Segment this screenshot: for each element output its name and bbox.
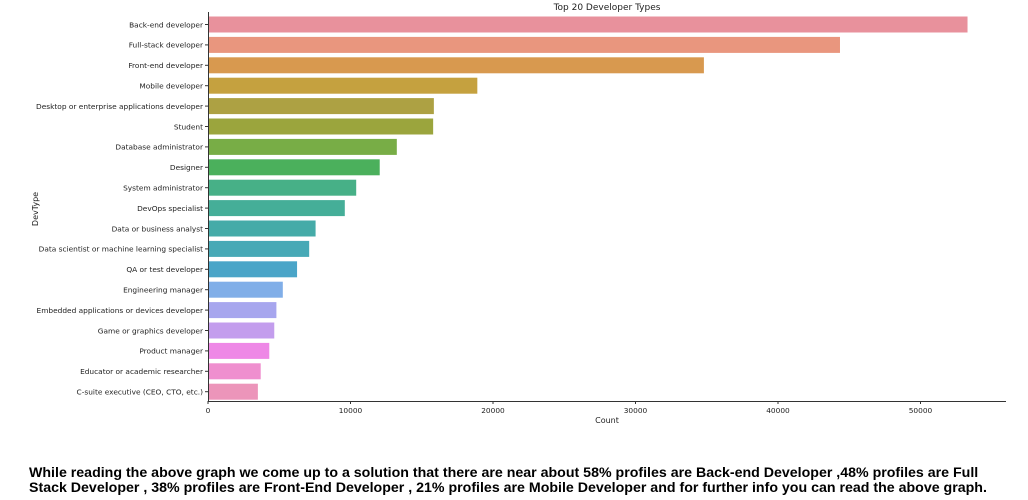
bar xyxy=(208,138,397,155)
bar xyxy=(208,77,478,94)
bar xyxy=(208,220,316,237)
y-tick-label: Student xyxy=(174,122,203,131)
y-tick-label: Engineering manager xyxy=(123,286,204,295)
bar xyxy=(208,363,261,380)
bar xyxy=(208,261,298,278)
bar xyxy=(208,159,380,176)
y-tick-label: DevOps specialist xyxy=(137,204,203,213)
bar xyxy=(208,179,357,196)
y-tick-label: Mobile developer xyxy=(139,82,204,91)
bar xyxy=(208,118,434,135)
bars xyxy=(208,16,968,400)
x-tick-label: 20000 xyxy=(481,406,505,415)
y-tick-label: C-suite executive (CEO, CTO, etc.) xyxy=(77,388,204,397)
y-axis-label: DevType xyxy=(31,192,40,226)
bar xyxy=(208,302,277,319)
chart-title: Top 20 Developer Types xyxy=(553,3,661,13)
bar xyxy=(208,281,283,298)
x-tick-label: 30000 xyxy=(624,406,648,415)
x-ticks: 0 10000 20000 30000 40000 50000 xyxy=(206,401,933,415)
y-tick-label: Full-stack developer xyxy=(129,41,204,50)
y-tick-label: Game or graphics developer xyxy=(98,326,204,335)
x-axis-label: Count xyxy=(595,416,619,425)
x-tick-label: 40000 xyxy=(766,406,790,415)
bar xyxy=(208,322,275,339)
y-tick-label: Data or business analyst xyxy=(112,224,203,233)
bar xyxy=(208,36,840,53)
y-tick-label: Educator or academic researcher xyxy=(80,367,204,376)
bar xyxy=(208,98,434,115)
x-tick-label: 50000 xyxy=(909,406,933,415)
y-tick-label: QA or test developer xyxy=(126,265,204,274)
y-tick-label: Embedded applications or devices develop… xyxy=(37,306,204,315)
summary-caption: While reading the above graph we come up… xyxy=(29,465,987,496)
bar-chart: Top 20 Developer Types Back-end develope… xyxy=(31,3,1006,425)
y-tick-label: Product manager xyxy=(139,347,204,356)
y-tick-label: Designer xyxy=(170,163,204,172)
bar xyxy=(208,383,258,400)
y-tick-label: Data scientist or machine learning speci… xyxy=(39,245,203,254)
y-tick-label: Desktop or enterprise applications devel… xyxy=(36,102,204,111)
bar xyxy=(208,16,968,33)
bar xyxy=(208,200,345,217)
axis-frame xyxy=(208,12,1006,402)
y-tick-label: Database administrator xyxy=(115,143,204,152)
bar xyxy=(208,342,270,359)
x-tick-label: 10000 xyxy=(339,406,363,415)
y-tick-label: Front-end developer xyxy=(128,61,204,70)
bar xyxy=(208,240,310,257)
y-tick-label: System administrator xyxy=(123,184,204,193)
y-tick-labels: Back-end developer Full-stack developer Fr… xyxy=(36,20,208,397)
x-tick-label: 0 xyxy=(206,406,211,415)
y-tick-label: Back-end developer xyxy=(129,20,204,29)
bar xyxy=(208,57,704,74)
